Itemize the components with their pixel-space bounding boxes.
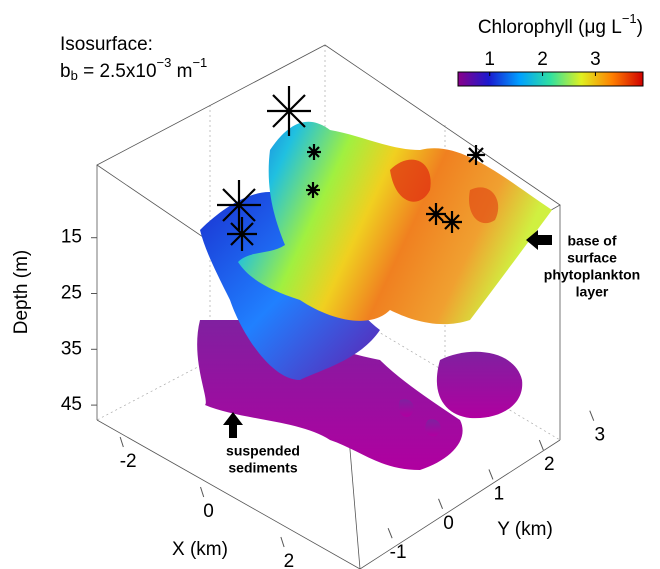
- exponent: −3: [157, 55, 172, 70]
- x-tick-label: 0: [203, 501, 214, 522]
- z-tick-label: 25: [61, 283, 82, 304]
- value: = 2.5x10: [78, 61, 157, 82]
- colorbar-tick-label: 1: [484, 49, 495, 70]
- tick-mark: [281, 537, 284, 547]
- annotation: surface: [567, 250, 617, 266]
- exponent: −1: [622, 11, 637, 26]
- annotation: layer: [576, 284, 609, 300]
- tick-mark: [439, 499, 443, 509]
- colorbar: [458, 72, 643, 86]
- annotation: base of: [567, 233, 616, 249]
- isosurface-label: bb = 2.5x10−3 m−1: [60, 55, 207, 83]
- colorbar-label: Chlorophyll (μg L−1): [478, 11, 643, 38]
- tick-mark: [388, 528, 392, 538]
- subscript: b: [71, 68, 78, 83]
- colorbar-tick-label: 2: [537, 49, 548, 70]
- chart: Isosurface: bb = 2.5x10−3 m−1 Chlorophyl…: [0, 0, 660, 569]
- y-tick-label: -1: [390, 542, 407, 563]
- annotation: suspended: [226, 443, 300, 459]
- y-tick-label: 3: [594, 425, 605, 446]
- y-axis-label: Y (km): [497, 519, 553, 540]
- z-axis-label: Depth (m): [11, 250, 32, 334]
- unit: m: [171, 61, 192, 82]
- z-tick-label: 45: [61, 394, 82, 415]
- label: Chlorophyll (μg L: [478, 17, 622, 38]
- annotation: sediments: [228, 460, 297, 476]
- annotation: phytoplankton: [544, 267, 640, 283]
- x-tick-label: -2: [120, 451, 137, 472]
- isosurface: [197, 122, 552, 470]
- x-tick-label: 2: [284, 551, 295, 569]
- symbol: b: [60, 61, 71, 82]
- arrow: [223, 412, 243, 438]
- x-axis-label: X (km): [172, 539, 228, 560]
- tick-mark: [539, 440, 543, 450]
- title: Isosurface:: [60, 34, 153, 55]
- colorbar-tick-label: 3: [590, 49, 601, 70]
- tick-mark: [489, 469, 493, 479]
- y-tick-label: 2: [544, 454, 555, 475]
- z-tick-label: 15: [61, 227, 82, 248]
- tick-mark: [201, 487, 204, 497]
- z-tick-label: 35: [61, 338, 82, 359]
- tick-mark: [120, 437, 123, 447]
- y-tick-label: 0: [443, 513, 454, 534]
- y-tick-label: 1: [494, 483, 505, 504]
- label-end: ): [637, 17, 643, 38]
- tick-mark: [590, 411, 594, 421]
- unit-exponent: −1: [192, 55, 207, 70]
